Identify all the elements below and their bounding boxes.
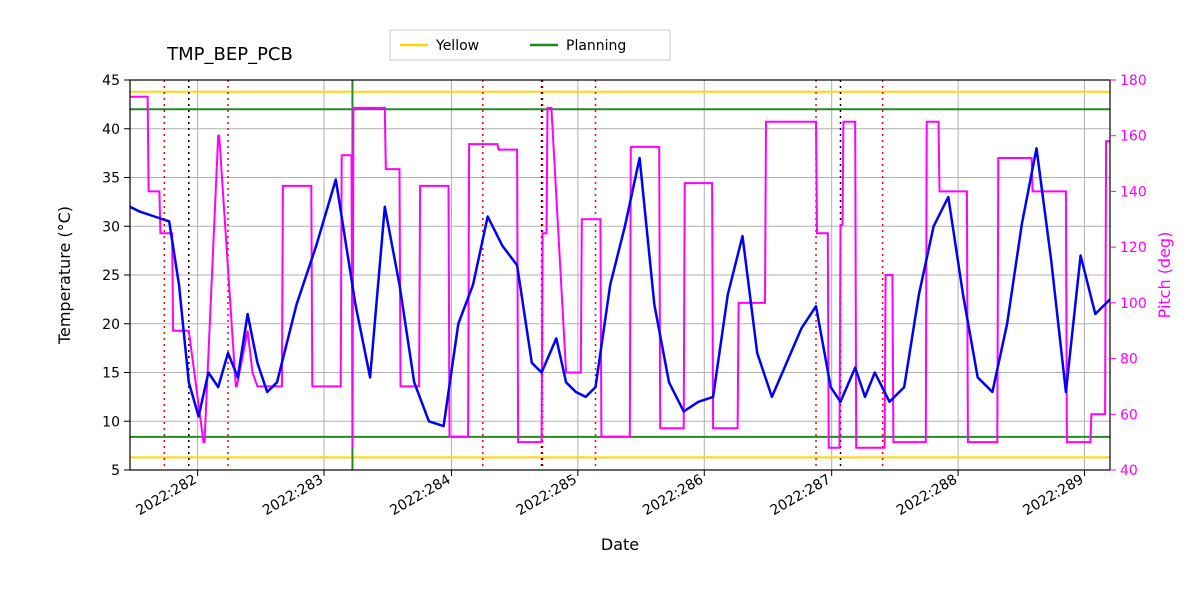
yl-tick-label: 25: [102, 268, 120, 284]
yl-axis-label: Temperature (°C): [55, 206, 74, 345]
yr-tick-label: 140: [1120, 184, 1147, 200]
x-axis-label: Date: [601, 535, 639, 554]
yl-tick-label: 15: [102, 366, 120, 382]
yr-tick-label: 100: [1120, 296, 1147, 312]
yr-axis-label: Pitch (deg): [1155, 232, 1174, 319]
yr-tick-label: 80: [1120, 352, 1138, 368]
yl-tick-label: 10: [102, 414, 120, 430]
yl-tick-label: 20: [102, 317, 120, 333]
legend: Yellow Planning: [390, 30, 670, 60]
legend-label: Yellow: [435, 38, 479, 54]
chart-root: 5 10 15 20 25 30 35 40 45 Temperature (°C) 40 60 80 1…: [0, 0, 1200, 600]
yr-tick-label: 60: [1120, 407, 1138, 423]
yr-tick-label: 180: [1120, 73, 1147, 89]
yl-tick-label: 40: [102, 122, 120, 138]
yl-tick-label: 5: [111, 463, 120, 479]
chart-svg: 5 10 15 20 25 30 35 40 45 Temperature (°C) 40 60 80 1…: [0, 0, 1200, 600]
yr-tick-label: 120: [1120, 240, 1147, 256]
yl-tick-label: 45: [102, 73, 120, 89]
yr-tick-label: 40: [1120, 463, 1138, 479]
legend-label: Planning: [566, 38, 626, 54]
yl-tick-label: 30: [102, 219, 120, 235]
yl-tick-label: 35: [102, 171, 120, 187]
yr-tick-label: 160: [1120, 129, 1147, 145]
chart-title: TMP_BEP_PCB: [166, 44, 293, 65]
